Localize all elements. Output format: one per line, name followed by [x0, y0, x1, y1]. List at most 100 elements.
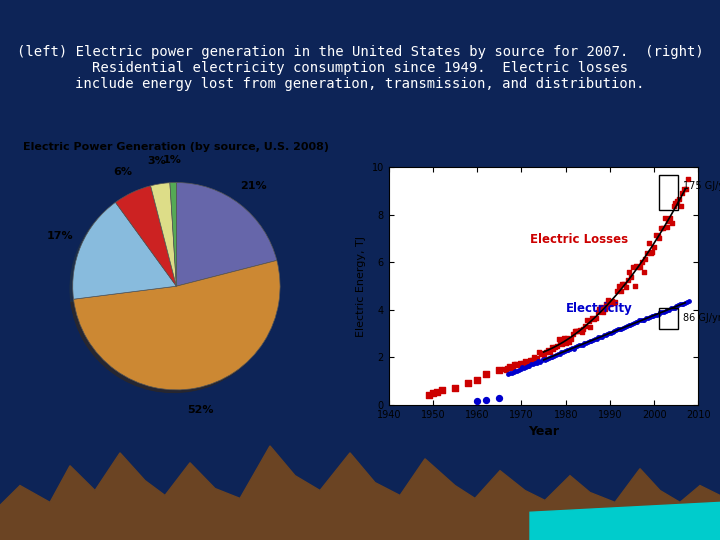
Point	[432, 388, 444, 396]
Point	[678, 300, 689, 308]
Point	[500, 365, 511, 374]
Point	[600, 300, 612, 309]
Point	[574, 326, 585, 334]
Point	[537, 349, 549, 357]
Point	[556, 348, 567, 356]
Point	[584, 337, 595, 346]
Text: 6%: 6%	[113, 167, 132, 177]
Point	[644, 313, 655, 321]
Point	[472, 376, 483, 384]
Point	[595, 303, 607, 312]
Point	[507, 363, 518, 372]
Point	[523, 362, 535, 370]
Point	[677, 189, 688, 198]
Point	[616, 325, 627, 333]
Point	[680, 185, 692, 193]
Point	[534, 348, 545, 356]
Point	[562, 346, 574, 355]
Wedge shape	[73, 260, 280, 390]
Text: 175 GJ/yr: 175 GJ/yr	[683, 181, 720, 191]
Point	[647, 247, 658, 256]
Point	[528, 353, 539, 361]
Point	[601, 329, 613, 338]
Point	[611, 287, 623, 295]
Point	[674, 300, 685, 309]
Wedge shape	[73, 202, 176, 299]
Point	[628, 319, 639, 328]
Point	[675, 201, 686, 210]
Point	[607, 327, 618, 336]
Point	[642, 314, 654, 322]
Point	[546, 343, 557, 352]
Point	[611, 326, 622, 335]
Point	[531, 354, 543, 363]
Point	[591, 334, 603, 343]
Point	[660, 306, 672, 315]
Point	[613, 282, 624, 291]
Point	[678, 185, 690, 193]
Point	[580, 338, 592, 347]
Point	[630, 318, 642, 326]
Point	[626, 273, 637, 282]
Point	[568, 344, 580, 353]
Point	[516, 360, 527, 368]
Point	[624, 267, 635, 276]
Point	[505, 363, 517, 372]
Point	[593, 305, 605, 313]
Point	[554, 349, 565, 358]
Point	[510, 360, 522, 368]
Point	[535, 350, 546, 359]
Point	[480, 370, 492, 379]
Point	[553, 335, 564, 344]
Title: Electric Power Generation (by source, U.S. 2008): Electric Power Generation (by source, U.…	[24, 141, 330, 152]
Point	[676, 300, 688, 308]
Point	[666, 219, 678, 227]
Point	[522, 362, 534, 370]
Point	[657, 224, 669, 232]
Text: 21%: 21%	[240, 181, 267, 191]
Point	[658, 308, 670, 316]
Point	[533, 357, 544, 366]
Text: 3%: 3%	[147, 156, 166, 166]
Point	[546, 353, 558, 361]
Point	[654, 234, 665, 242]
Point	[637, 316, 649, 325]
Point	[632, 263, 644, 272]
Point	[583, 316, 595, 325]
Point	[530, 354, 541, 363]
Point	[551, 342, 562, 351]
Point	[558, 334, 570, 343]
Point	[589, 335, 600, 343]
Point	[643, 239, 654, 247]
Point	[626, 320, 638, 328]
Point	[508, 368, 519, 376]
Point	[514, 359, 526, 367]
Wedge shape	[170, 183, 176, 286]
Point	[670, 302, 682, 310]
Point	[567, 329, 579, 338]
Point	[494, 394, 505, 402]
Point	[669, 303, 680, 312]
Point	[604, 300, 616, 308]
Point	[572, 342, 583, 350]
Point	[515, 365, 526, 374]
Bar	[659, 174, 678, 210]
Text: 1%: 1%	[163, 155, 182, 165]
Point	[548, 344, 559, 353]
Point	[539, 351, 550, 360]
Point	[593, 333, 604, 341]
Point	[513, 366, 525, 374]
Point	[554, 339, 566, 347]
Text: Electric Losses: Electric Losses	[531, 233, 629, 246]
Point	[654, 308, 666, 317]
Point	[539, 355, 551, 364]
Point	[427, 389, 438, 397]
Point	[570, 327, 582, 336]
Point	[582, 338, 593, 346]
Text: 52%: 52%	[187, 406, 213, 415]
Point	[534, 357, 546, 366]
Point	[672, 301, 684, 310]
Point	[649, 242, 660, 251]
Point	[560, 338, 572, 347]
Point	[608, 299, 619, 307]
